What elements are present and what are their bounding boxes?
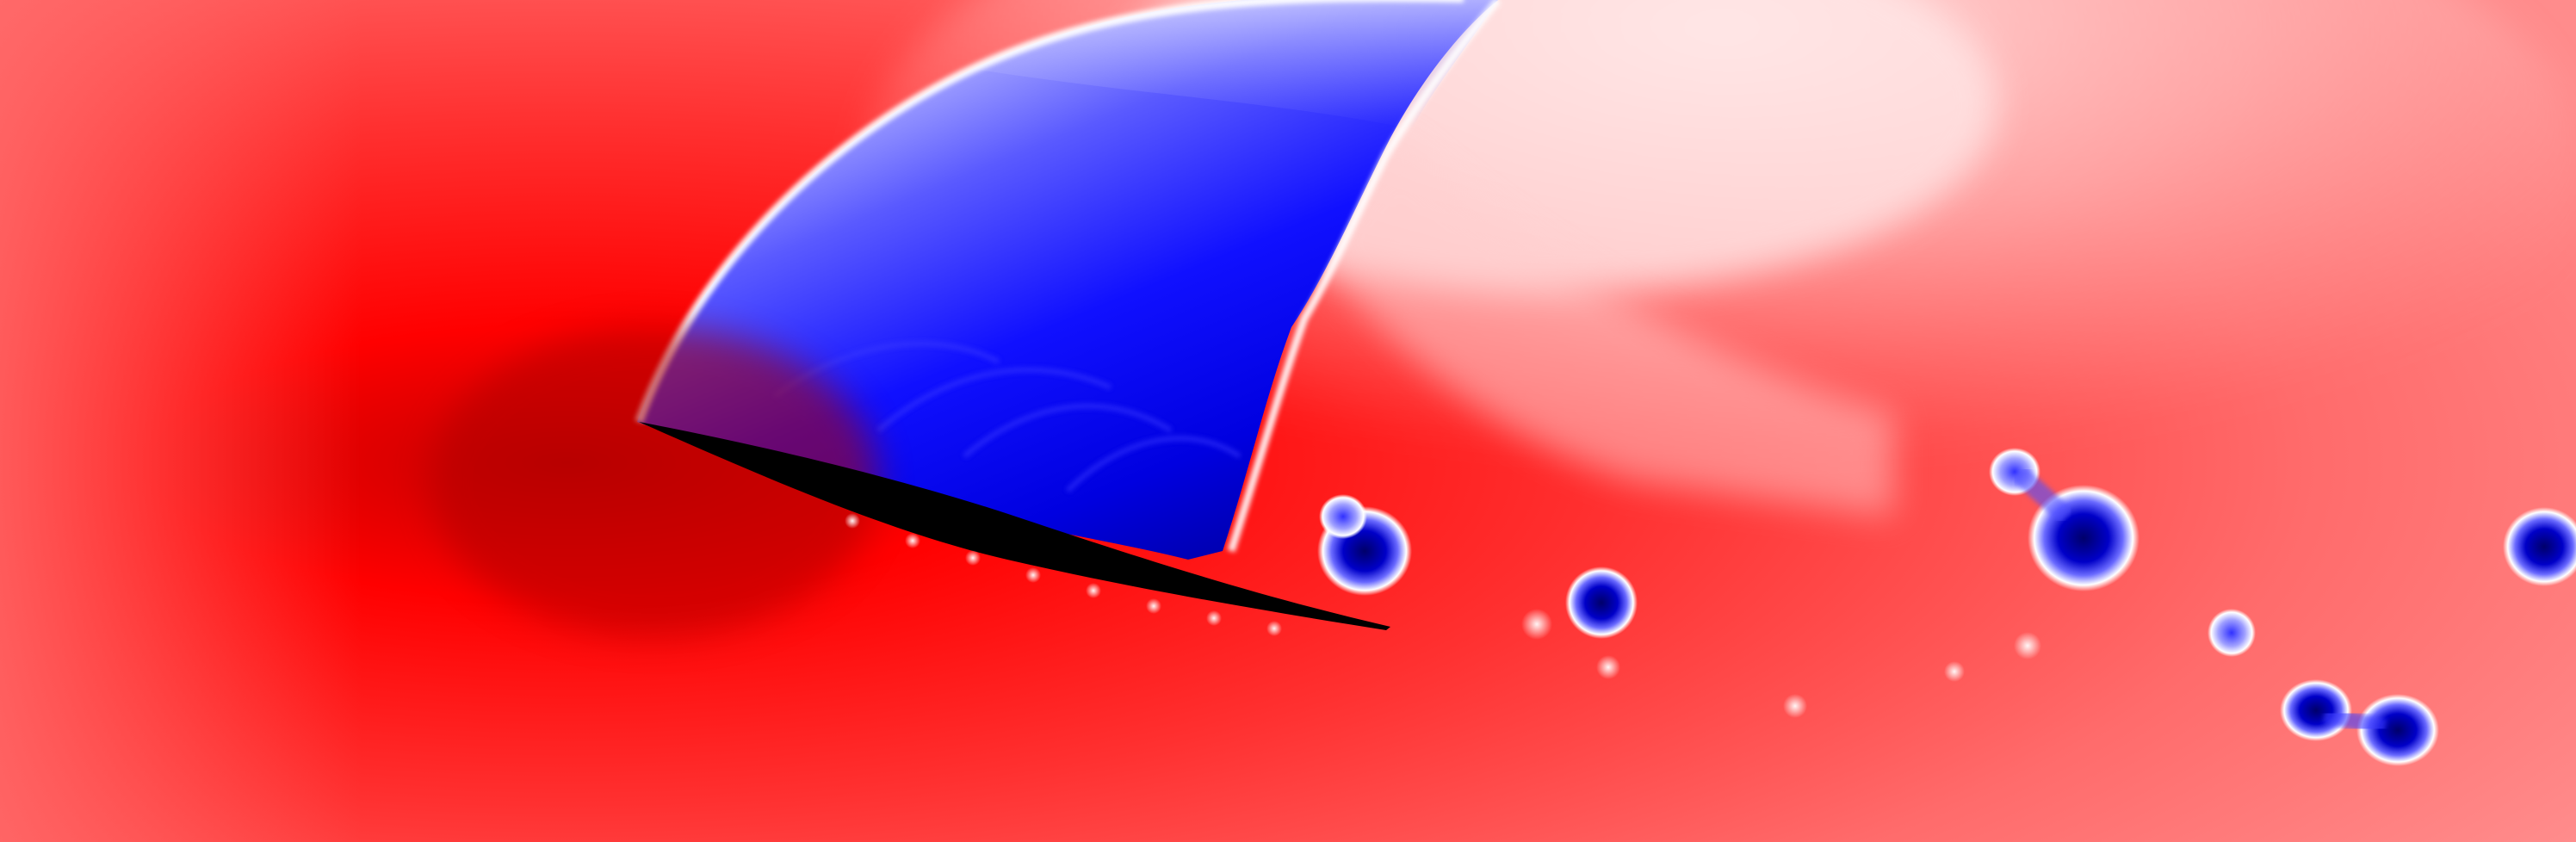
vortex-6-link [2322,706,2387,736]
vortex-5 [2208,609,2256,657]
underside-markers [845,513,1282,636]
vortex-2 [1565,566,1638,639]
wake-dot-2 [1783,694,1807,718]
terminal-shock [1227,0,1502,553]
vortex-4 [2503,507,2576,586]
vortex-6 [2280,679,2352,741]
vortex-1b [1319,494,1367,539]
stagnation-core [430,327,878,637]
wake-dot-4 [1944,661,1965,682]
wake-dot-3 [2014,632,2041,659]
airfoil [639,422,1390,630]
post-shock-band [1309,138,1894,517]
vortex-group [1317,448,2576,766]
leading-edge-shock [635,0,1464,424]
vortex-2b [1521,609,1552,640]
suction-region-top [973,0,1498,129]
vortex-3-link [2012,466,2073,524]
left-edge-fade [0,0,362,842]
vortex-7 [2356,694,2439,766]
wake-dot-1 [1596,655,1620,679]
